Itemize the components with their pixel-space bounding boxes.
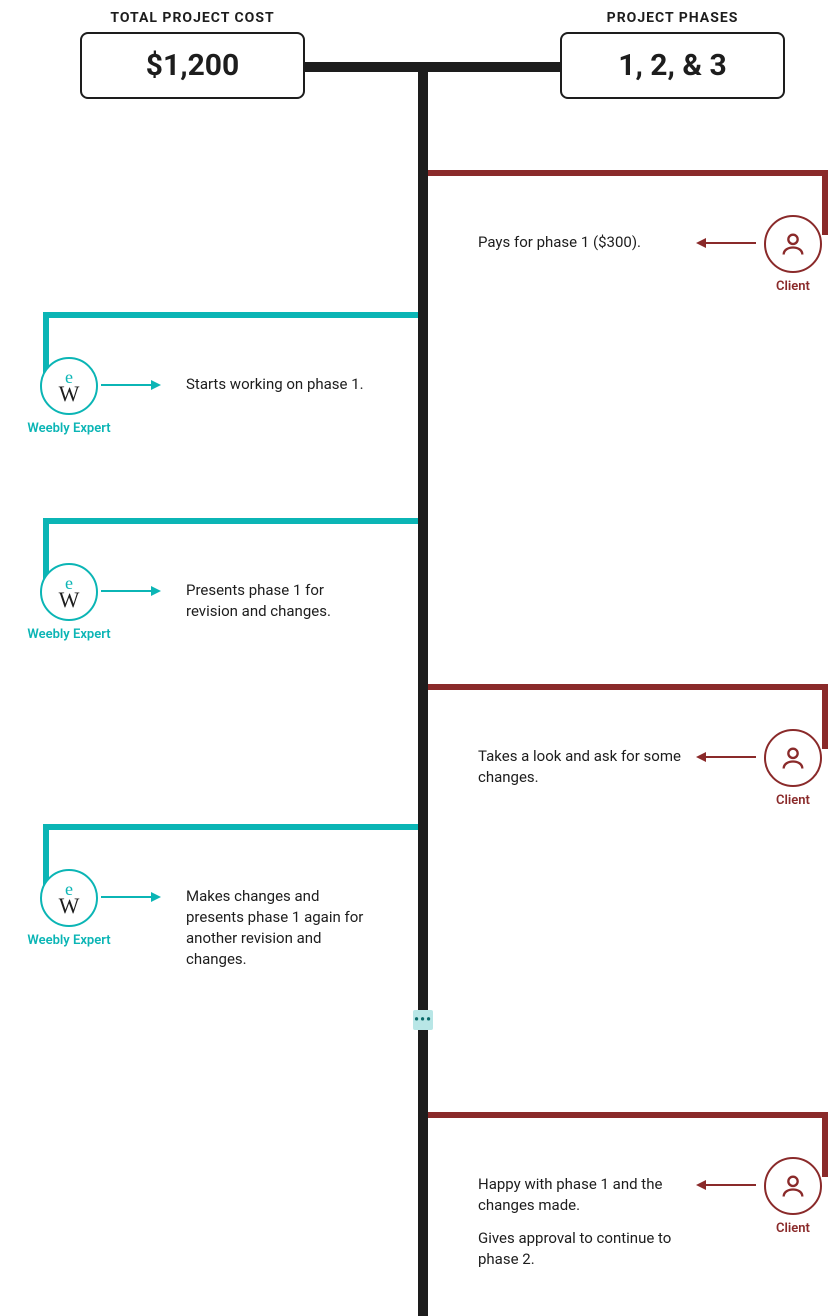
header: TOTAL PROJECT COST $1,200 PROJECT PHASES… xyxy=(0,10,833,110)
user-icon xyxy=(764,1157,822,1215)
client-label: Client xyxy=(761,1221,825,1236)
expert-icon: eW xyxy=(40,869,98,927)
expert-actor: eW Weebly Expert xyxy=(24,869,114,948)
step-text-p1: Happy with phase 1 and the changes made. xyxy=(478,1174,688,1216)
client-label: Client xyxy=(761,279,825,294)
expert-label: Weebly Expert xyxy=(24,627,114,642)
top-bar xyxy=(305,62,560,72)
expert-icon: eW xyxy=(40,563,98,621)
step-text: Takes a look and ask for some changes. xyxy=(478,746,688,788)
client-actor: Client xyxy=(761,729,825,808)
client-actor: Client xyxy=(761,1157,825,1236)
cost-value: $1,200 xyxy=(80,32,305,99)
expert-label: Weebly Expert xyxy=(24,421,114,436)
expert-actor: eW Weebly Expert xyxy=(24,563,114,642)
arrow-right-icon xyxy=(101,896,161,898)
timeline xyxy=(418,62,428,1316)
arrow-left-icon xyxy=(696,756,756,758)
expert-icon: eW xyxy=(40,357,98,415)
ellipsis-icon: ••• xyxy=(413,1010,433,1030)
arrow-right-icon xyxy=(101,384,161,386)
step-text: Makes changes and presents phase 1 again… xyxy=(186,886,376,970)
arrow-left-icon xyxy=(696,242,756,244)
phases-block: PROJECT PHASES 1, 2, & 3 xyxy=(560,10,785,99)
step-text: Happy with phase 1 and the changes made.… xyxy=(478,1174,688,1282)
expert-label: Weebly Expert xyxy=(24,933,114,948)
step-text: Starts working on phase 1. xyxy=(186,374,376,395)
phases-value: 1, 2, & 3 xyxy=(560,32,785,99)
step-text: Pays for phase 1 ($300). xyxy=(478,232,688,253)
arrow-right-icon xyxy=(101,590,161,592)
step-text-p2: Gives approval to continue to phase 2. xyxy=(478,1228,688,1270)
phases-label: PROJECT PHASES xyxy=(560,10,785,26)
cost-label: TOTAL PROJECT COST xyxy=(80,10,305,26)
user-icon xyxy=(764,215,822,273)
arrow-left-icon xyxy=(696,1184,756,1186)
user-icon xyxy=(764,729,822,787)
step-text: Presents phase 1 for revision and change… xyxy=(186,580,376,622)
client-actor: Client xyxy=(761,215,825,294)
expert-actor: eW Weebly Expert xyxy=(24,357,114,436)
cost-block: TOTAL PROJECT COST $1,200 xyxy=(80,10,305,99)
client-label: Client xyxy=(761,793,825,808)
